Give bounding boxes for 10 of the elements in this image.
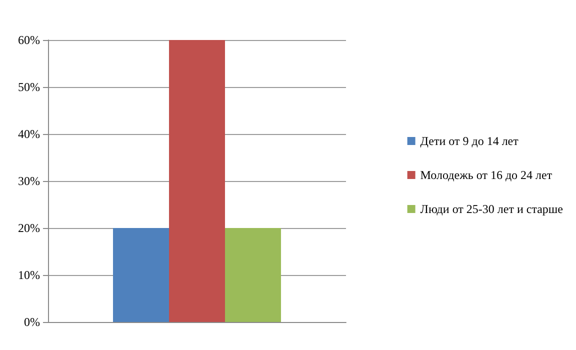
y-tick-label: 0%: [24, 315, 40, 329]
legend-label: Люди от 25-30 лет и старше: [420, 202, 564, 216]
y-tick-label: 40%: [18, 127, 40, 141]
y-tick-label: 20%: [18, 221, 40, 235]
y-tick-label: 60%: [18, 33, 40, 47]
y-tick-label: 50%: [18, 80, 40, 94]
legend-label: Молодежь от 16 до 24 лет: [420, 168, 553, 182]
y-tick-label: 30%: [18, 174, 40, 188]
legend-label: Дети от 9 до 14 лет: [420, 134, 520, 148]
y-tick-label: 10%: [18, 268, 40, 282]
